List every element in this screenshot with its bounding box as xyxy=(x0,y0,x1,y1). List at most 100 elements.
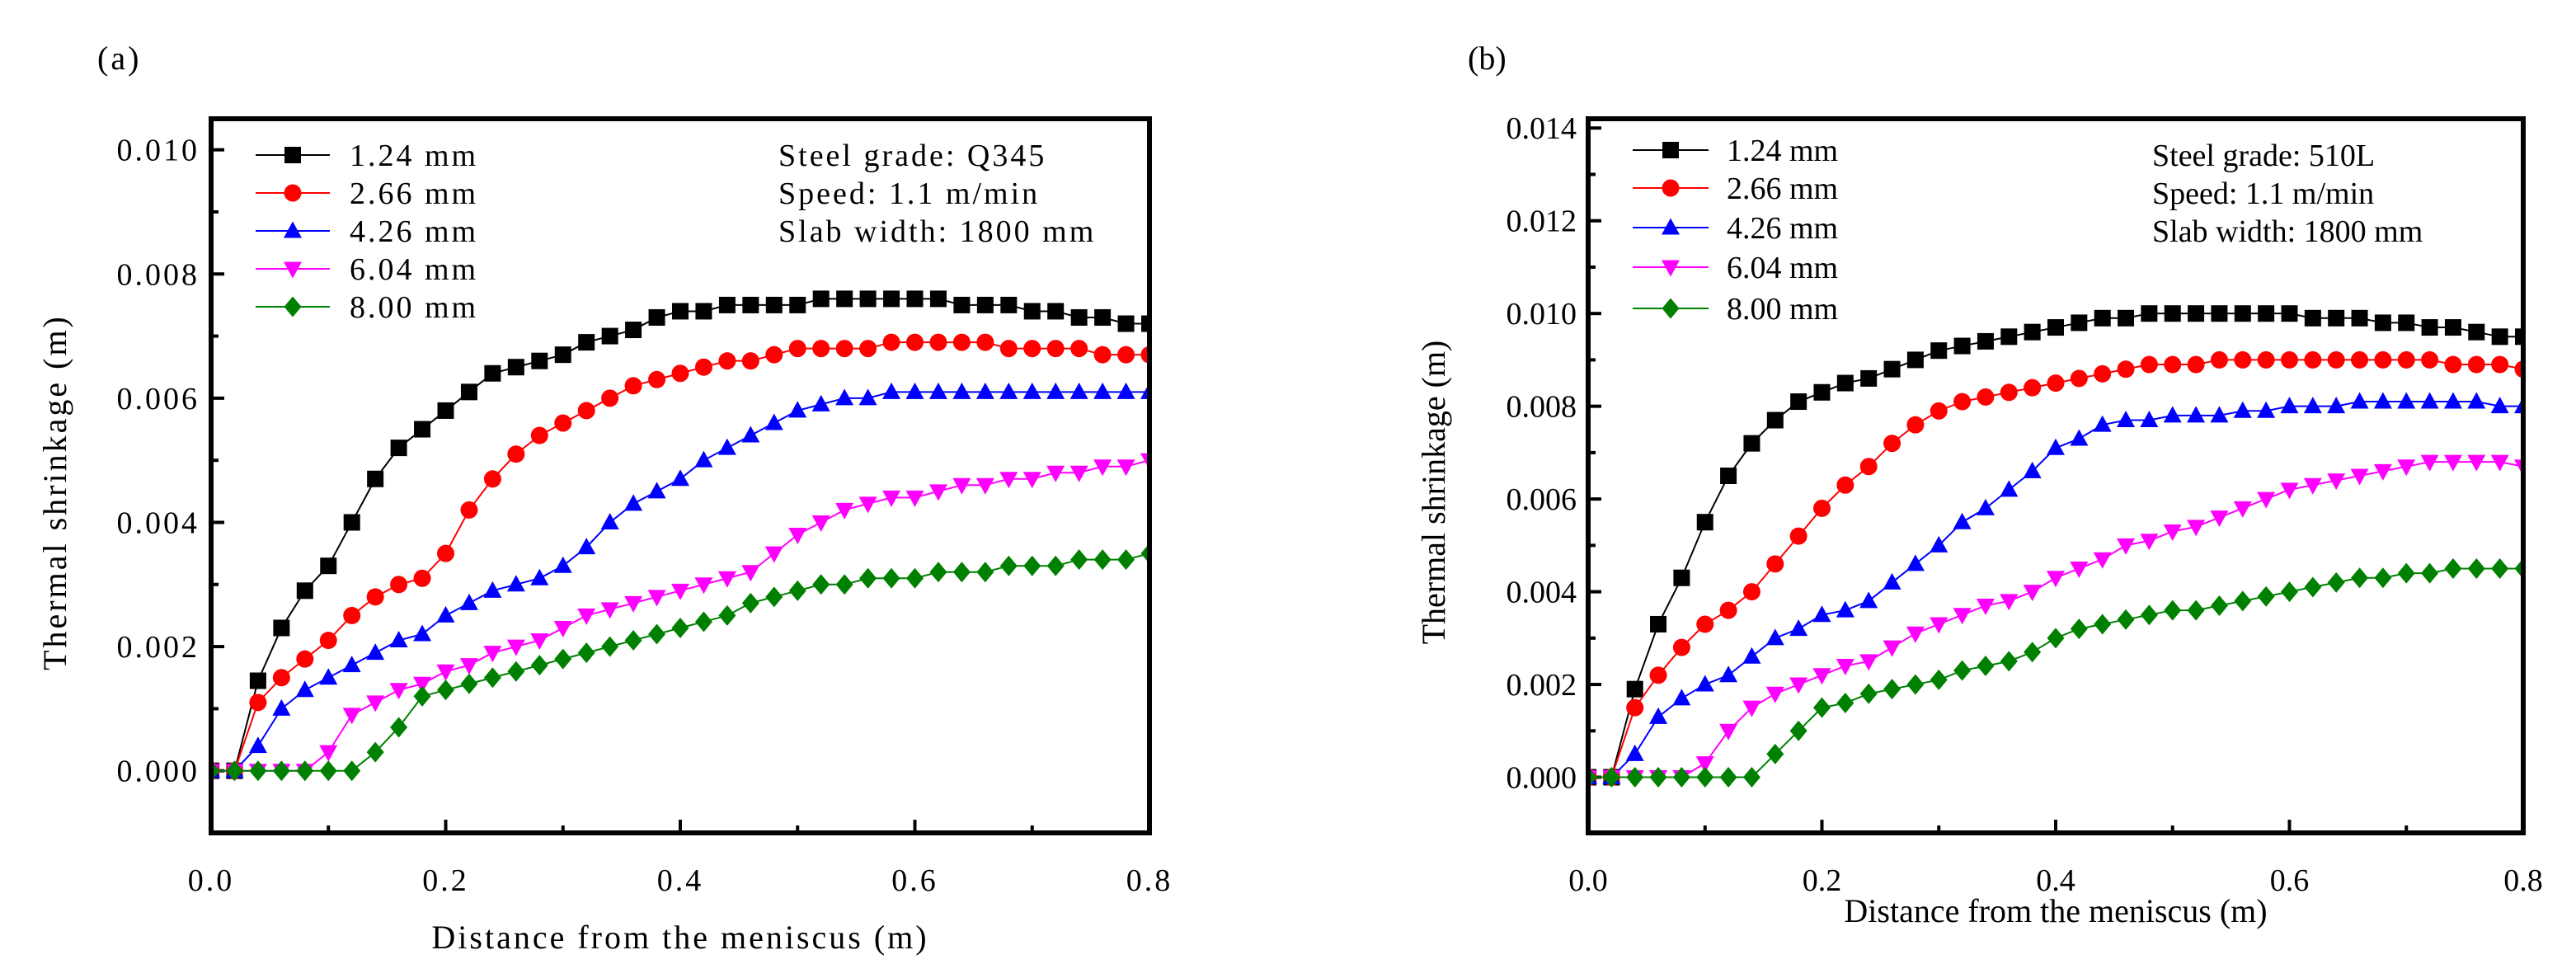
data-point xyxy=(905,490,924,507)
data-point xyxy=(648,308,665,326)
data-point xyxy=(975,382,994,399)
data-point xyxy=(2047,571,2065,588)
data-point xyxy=(460,673,478,694)
x-axis-label: Distance from the meniscus (m) xyxy=(1844,892,2267,929)
data-point xyxy=(600,512,619,529)
x-axis-label: Distance from the meniscus (m) xyxy=(431,919,928,956)
data-point xyxy=(765,586,783,608)
data-point xyxy=(2070,429,2089,446)
data-point xyxy=(999,340,1018,358)
data-point xyxy=(718,352,736,370)
data-point xyxy=(788,580,806,601)
data-point xyxy=(390,440,407,457)
data-point xyxy=(2443,454,2462,472)
data-point xyxy=(1765,686,1784,703)
data-point xyxy=(2350,392,2369,409)
data-point xyxy=(835,340,853,358)
data-point xyxy=(600,602,619,619)
data-point xyxy=(554,346,571,364)
data-point xyxy=(2140,355,2158,374)
data-point xyxy=(999,555,1018,576)
data-point xyxy=(437,402,454,419)
data-point xyxy=(2000,594,2019,611)
data-point xyxy=(976,333,994,351)
data-point xyxy=(1813,697,1831,718)
data-point xyxy=(2257,401,2276,418)
data-point xyxy=(319,668,338,685)
data-point xyxy=(1023,555,1041,576)
data-point xyxy=(249,672,266,689)
data-point xyxy=(366,695,385,712)
data-point xyxy=(859,340,877,358)
data-point xyxy=(1953,393,1972,411)
data-point xyxy=(2257,350,2275,369)
data-point xyxy=(999,382,1018,399)
data-point xyxy=(953,296,971,313)
data-point xyxy=(811,394,830,411)
series-group xyxy=(211,290,1149,782)
legend-label: 6.04 mm xyxy=(350,252,478,287)
data-point xyxy=(1022,382,1041,399)
panel-label: (b) xyxy=(1468,40,1507,77)
data-point xyxy=(624,377,642,395)
legend-label: 4.26 mm xyxy=(1727,211,1838,246)
data-point xyxy=(952,477,971,495)
y-tick-label: 0.004 xyxy=(117,506,200,540)
panel-b: (b) 0.000 0.002 0.004 0.006 0.008 0.010 0.012 0.… xyxy=(1415,40,2543,929)
data-point xyxy=(2210,595,2228,616)
data-point xyxy=(2187,520,2206,537)
data-point xyxy=(2023,461,2042,478)
data-point xyxy=(1836,476,1854,494)
data-point xyxy=(2350,468,2369,486)
data-point xyxy=(952,333,971,351)
data-point xyxy=(1883,572,1901,590)
data-point xyxy=(2444,355,2462,374)
data-point xyxy=(1930,402,1948,420)
data-point xyxy=(2281,305,2298,322)
data-point xyxy=(2490,397,2509,414)
data-point xyxy=(765,296,783,313)
data-point xyxy=(1883,435,1901,453)
data-point xyxy=(1626,680,1643,698)
data-point xyxy=(1602,767,1620,788)
data-point xyxy=(414,421,431,438)
data-point xyxy=(1069,465,1088,482)
data-point xyxy=(882,333,900,351)
data-point xyxy=(1070,340,1088,358)
data-point xyxy=(483,646,502,663)
data-point xyxy=(272,698,291,716)
data-point xyxy=(577,538,596,555)
data-point xyxy=(1093,346,1112,364)
data-point xyxy=(2421,350,2439,369)
data-point xyxy=(694,450,713,468)
data-point xyxy=(906,290,924,308)
data-point xyxy=(2258,305,2275,322)
data-point xyxy=(2304,576,2322,598)
x-tick-label: 0.6 xyxy=(2270,863,2310,898)
data-point xyxy=(929,333,947,351)
data-point xyxy=(1883,360,1901,378)
data-point xyxy=(2257,491,2276,509)
data-point xyxy=(883,290,900,308)
data-point xyxy=(342,656,361,673)
data-point xyxy=(1813,499,1831,517)
data-point xyxy=(2140,534,2159,551)
data-point xyxy=(437,680,454,701)
data-point xyxy=(671,583,689,600)
y-tick-label: 0.010 xyxy=(1507,297,1577,332)
data-point xyxy=(625,322,642,339)
data-point xyxy=(694,611,712,632)
data-point xyxy=(718,604,736,626)
data-point xyxy=(2000,383,2018,402)
data-point xyxy=(506,639,525,656)
data-point xyxy=(1976,498,1995,515)
annotation-text: Speed: 1.1 m/min xyxy=(2152,176,2374,211)
data-point xyxy=(366,741,384,763)
y-axis-label: Thermal shrinkage (m) xyxy=(1415,341,1452,645)
data-point xyxy=(295,680,314,698)
y-tick-label: 0.006 xyxy=(117,382,200,416)
data-point xyxy=(484,364,501,382)
data-point xyxy=(2443,392,2462,409)
data-point xyxy=(2515,328,2523,346)
data-point xyxy=(319,760,337,782)
